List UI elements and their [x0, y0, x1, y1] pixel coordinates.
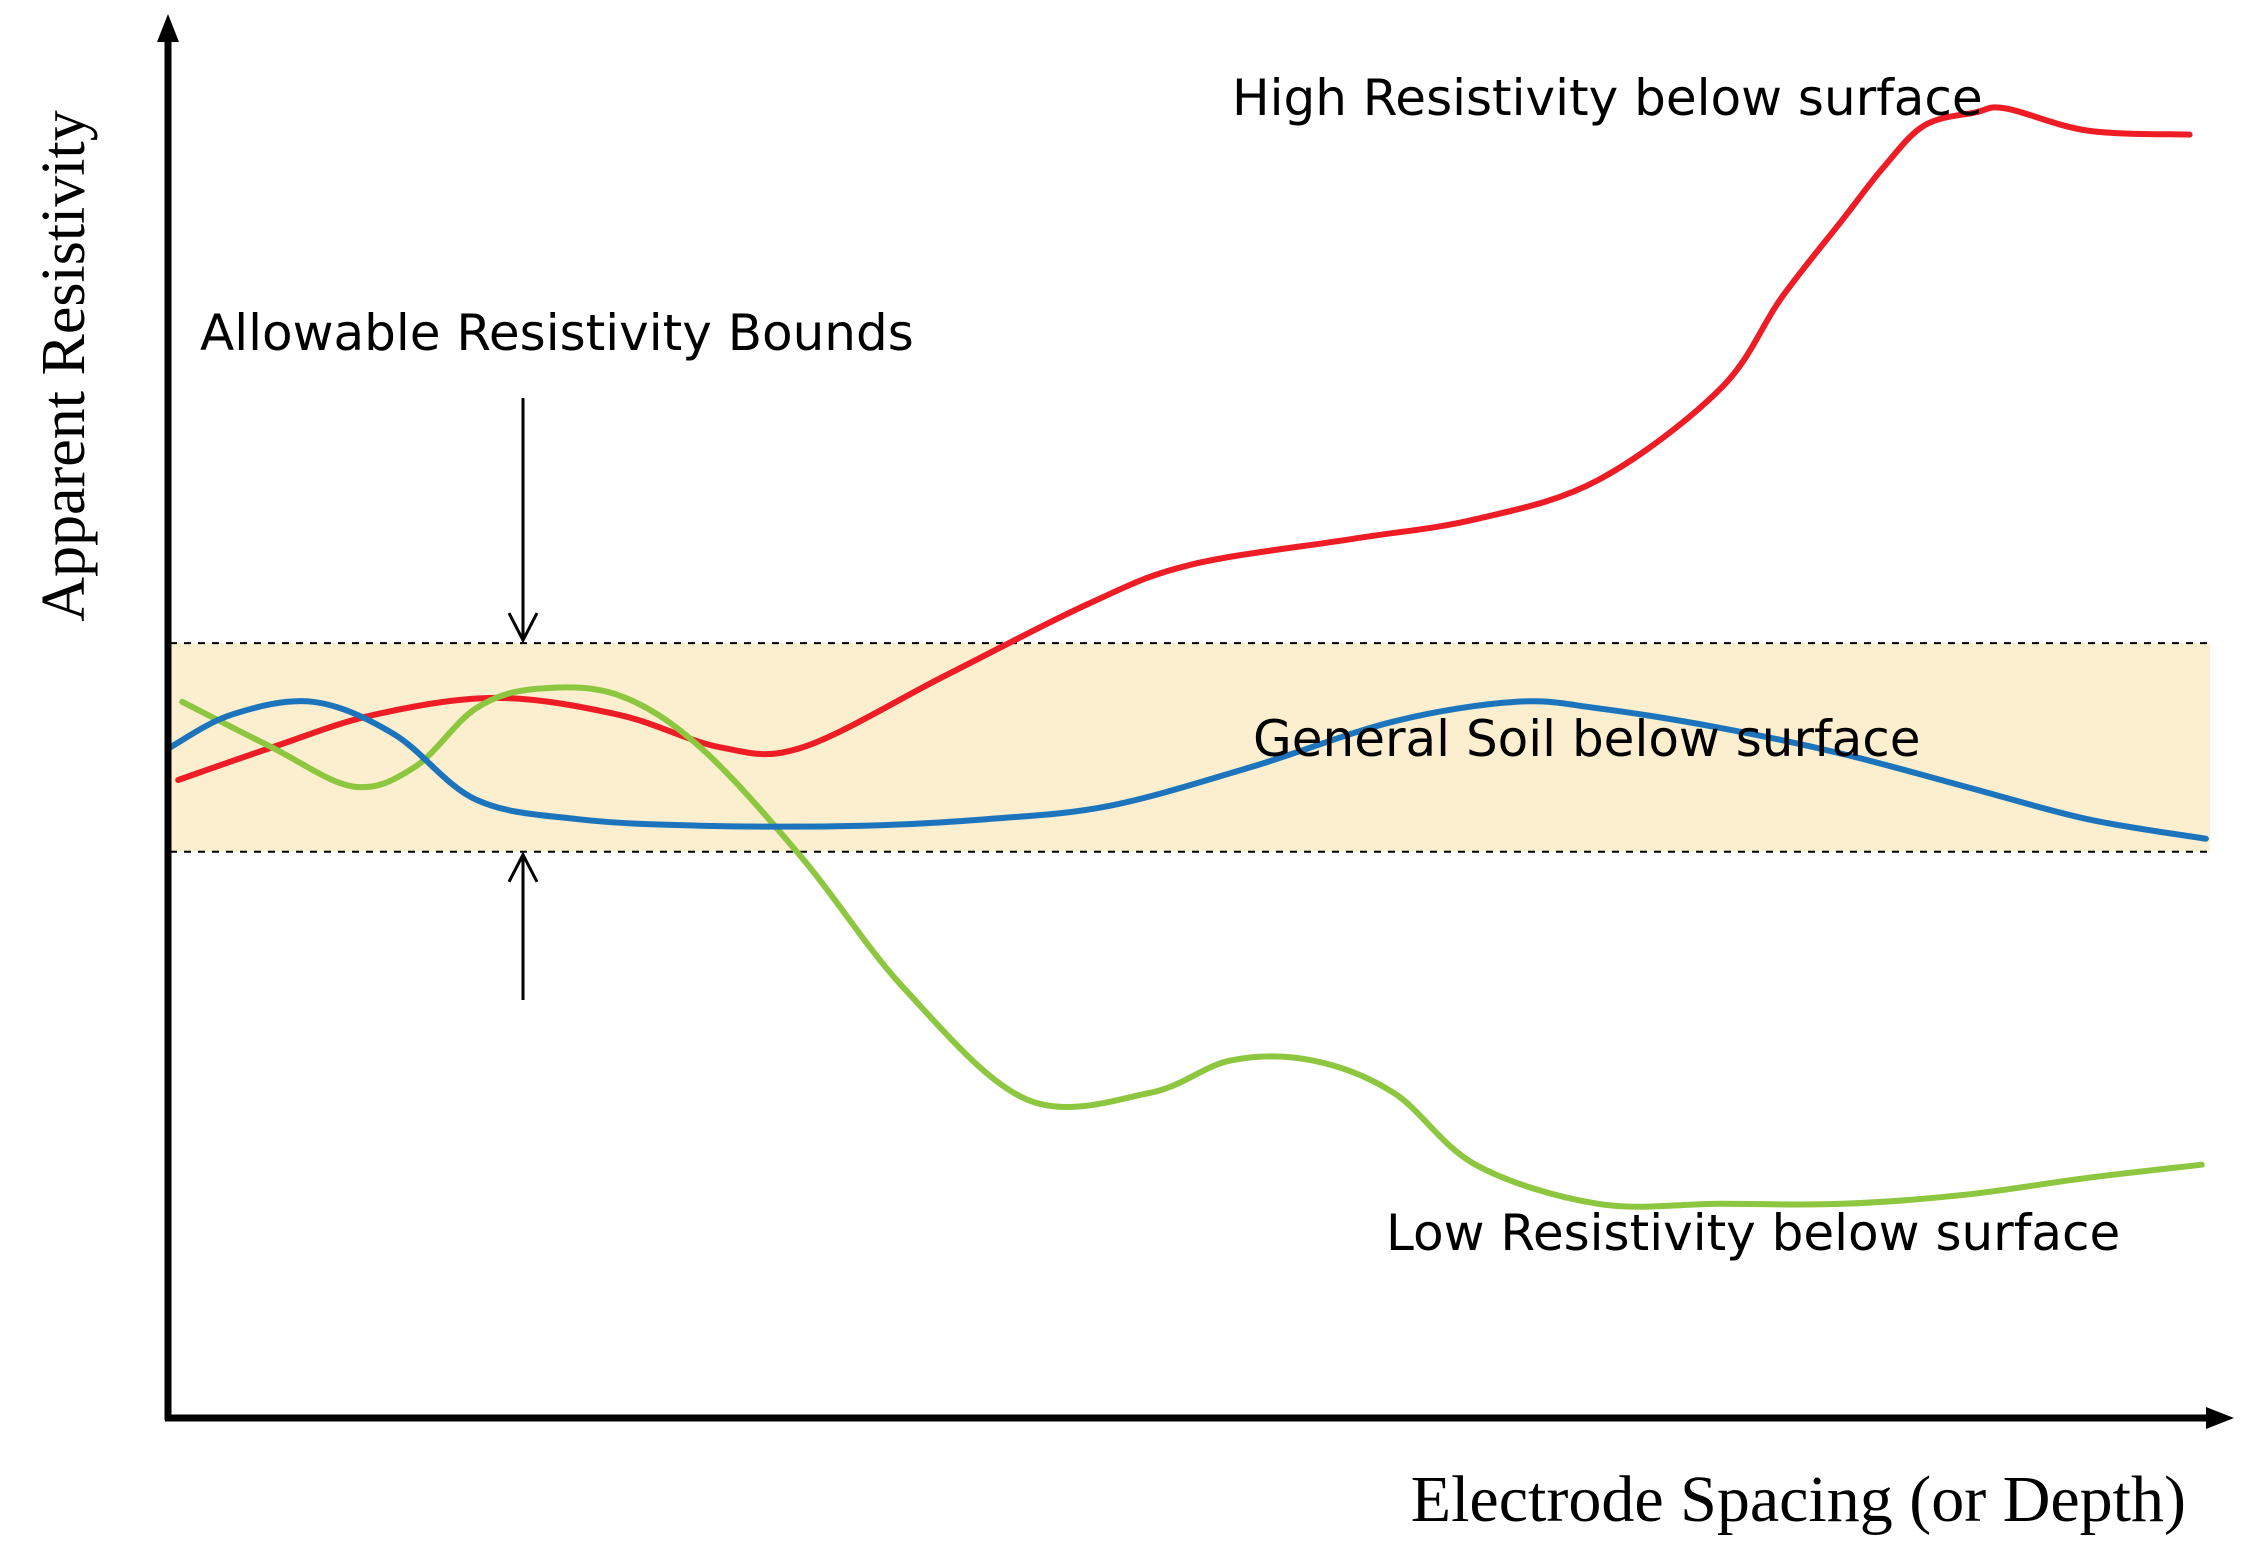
general-soil-line: [167, 698, 2209, 842]
x-axis-label: Electrode Spacing (or Depth): [1411, 1463, 2186, 1536]
y-axis-label: Apparent Resistivity: [30, 110, 98, 621]
allowable-band: [170, 643, 2210, 852]
low-resistivity-line: [179, 684, 2205, 1210]
high-resistivity-line: [175, 104, 2193, 783]
x-axis-arrowhead: [2206, 1407, 2234, 1429]
general-soil-label: General Soil below surface: [1253, 710, 1921, 768]
y-axis-arrowhead: [157, 14, 179, 42]
low-resistivity-label: Low Resistivity below surface: [1386, 1204, 2120, 1262]
band-label: Allowable Resistivity Bounds: [200, 304, 914, 362]
high-resistivity-label: High Resistivity below surface: [1232, 69, 1983, 127]
upper-bound-arrow: [507, 398, 539, 644]
lower-bound-arrow: [507, 851, 539, 1000]
